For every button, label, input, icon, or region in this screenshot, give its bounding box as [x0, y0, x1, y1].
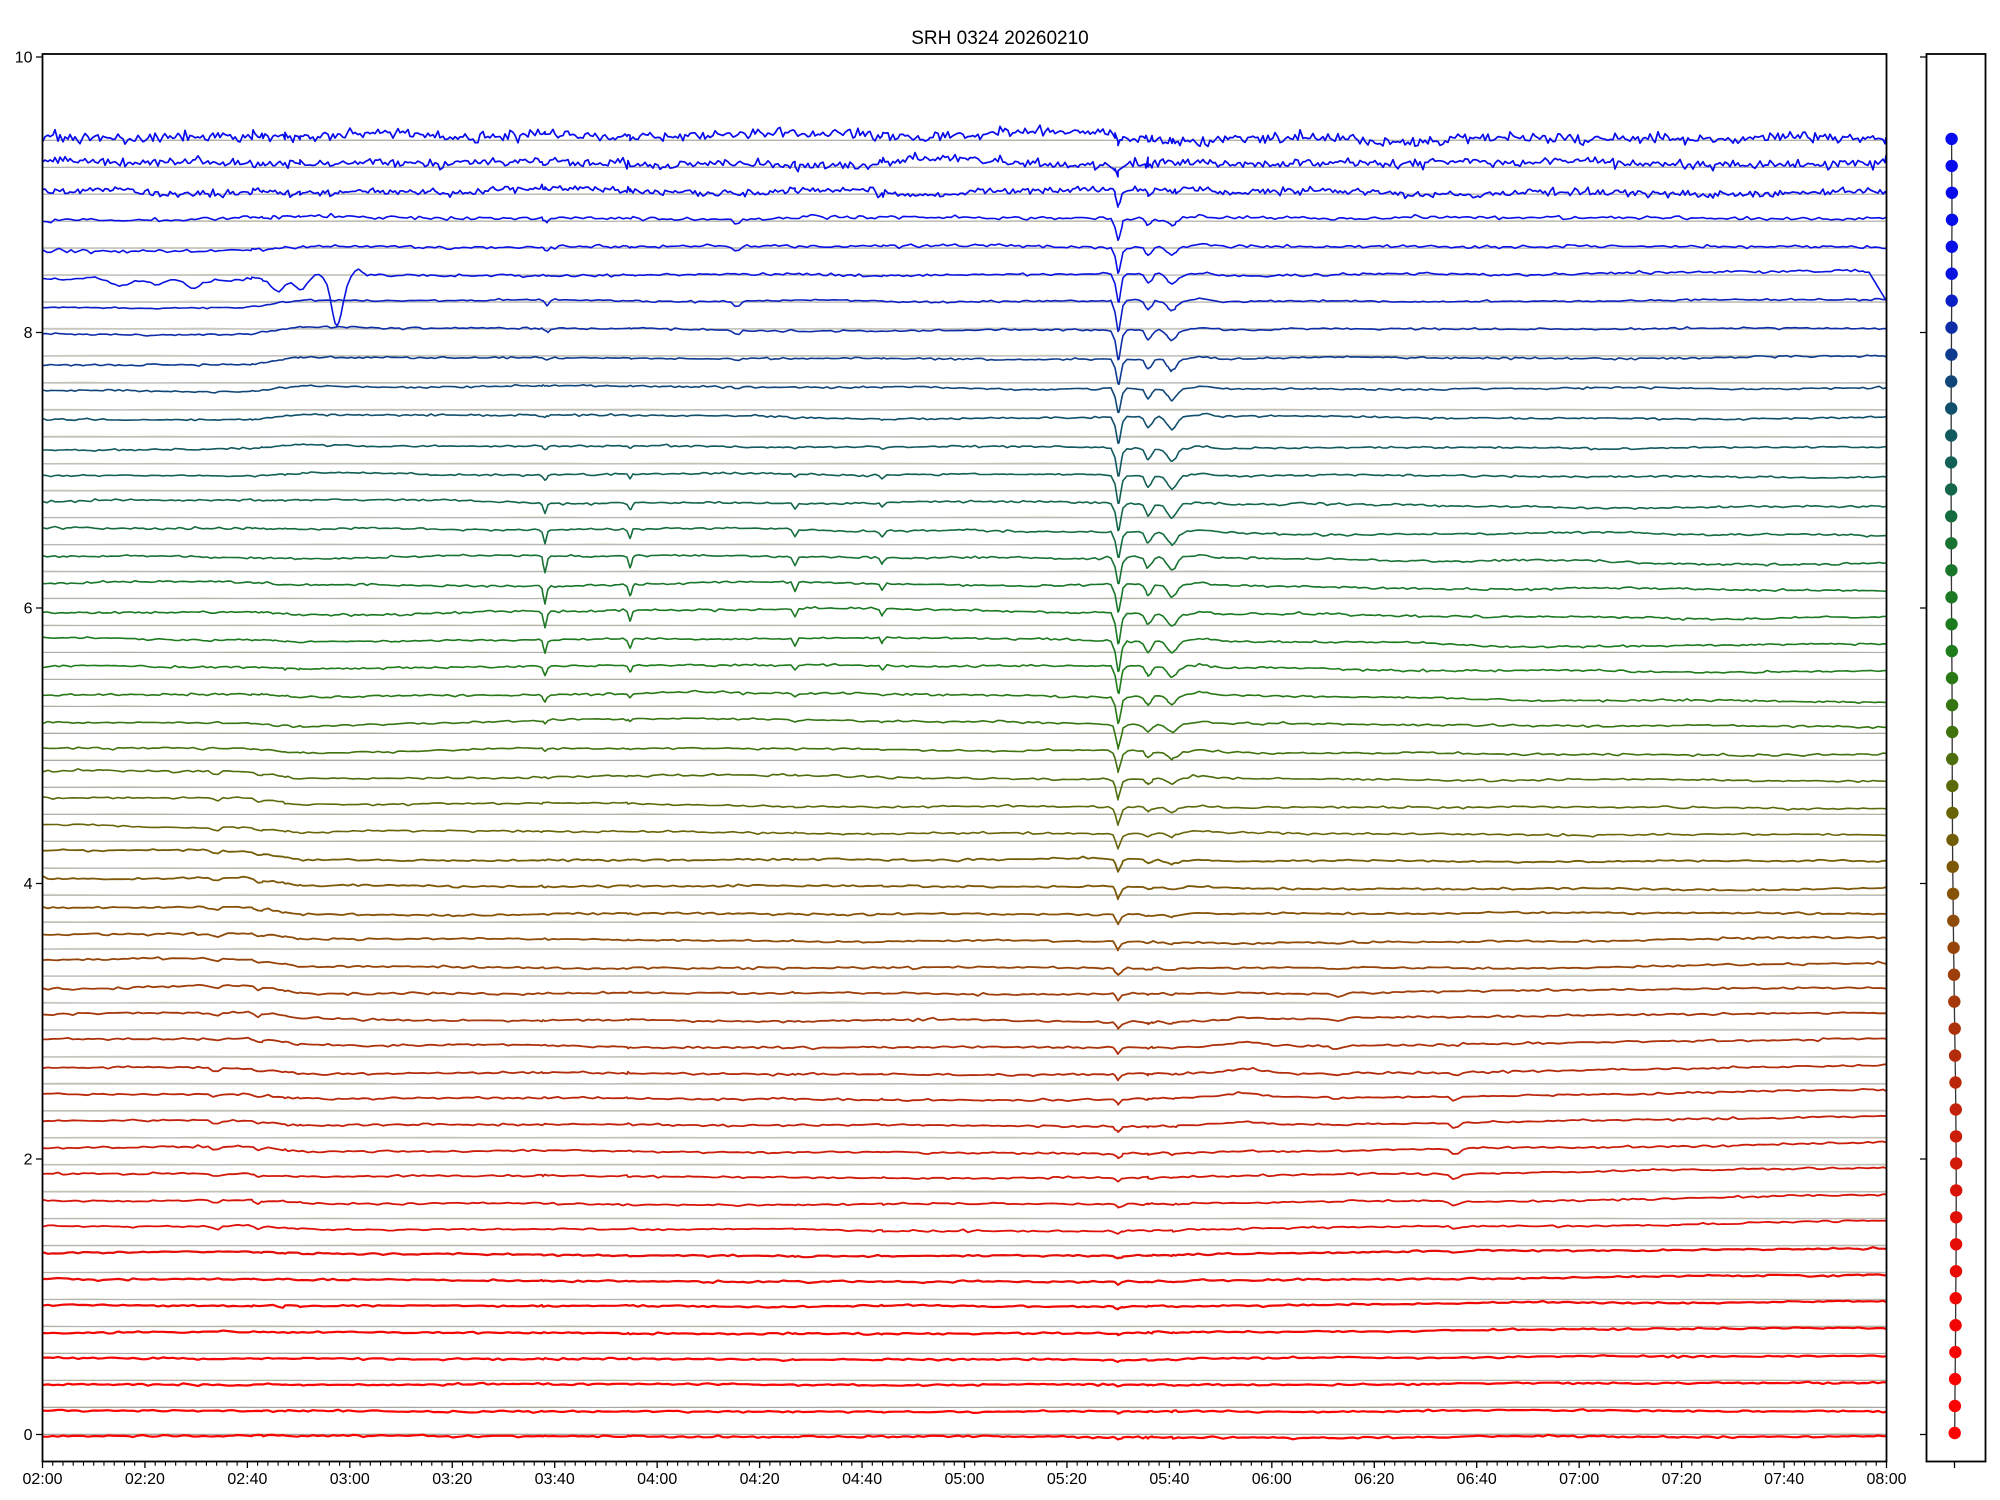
- svg-text:0: 0: [24, 1427, 33, 1444]
- svg-text:06:00: 06:00: [1252, 1471, 1292, 1488]
- svg-text:07:00: 07:00: [1559, 1471, 1599, 1488]
- svg-text:02:40: 02:40: [227, 1471, 267, 1488]
- svg-text:10: 10: [15, 50, 33, 67]
- svg-text:08:00: 08:00: [1866, 1471, 1906, 1488]
- svg-text:06:20: 06:20: [1354, 1471, 1394, 1488]
- svg-text:SRH 0324 20260210: SRH 0324 20260210: [911, 28, 1088, 49]
- svg-text:8: 8: [24, 325, 33, 342]
- svg-text:2: 2: [24, 1152, 33, 1169]
- svg-text:06:40: 06:40: [1457, 1471, 1497, 1488]
- svg-text:03:20: 03:20: [432, 1471, 472, 1488]
- svg-text:04:40: 04:40: [842, 1471, 882, 1488]
- svg-text:03:00: 03:00: [330, 1471, 370, 1488]
- svg-text:02:00: 02:00: [22, 1471, 62, 1488]
- svg-text:03:40: 03:40: [535, 1471, 575, 1488]
- svg-text:05:40: 05:40: [1149, 1471, 1189, 1488]
- svg-text:04:20: 04:20: [740, 1471, 780, 1488]
- svg-text:07:40: 07:40: [1764, 1471, 1804, 1488]
- svg-text:05:20: 05:20: [1047, 1471, 1087, 1488]
- svg-text:07:20: 07:20: [1662, 1471, 1702, 1488]
- svg-text:02:20: 02:20: [125, 1471, 165, 1488]
- svg-text:4: 4: [24, 876, 33, 893]
- svg-text:6: 6: [24, 601, 33, 618]
- svg-text:04:00: 04:00: [637, 1471, 677, 1488]
- svg-text:05:00: 05:00: [944, 1471, 984, 1488]
